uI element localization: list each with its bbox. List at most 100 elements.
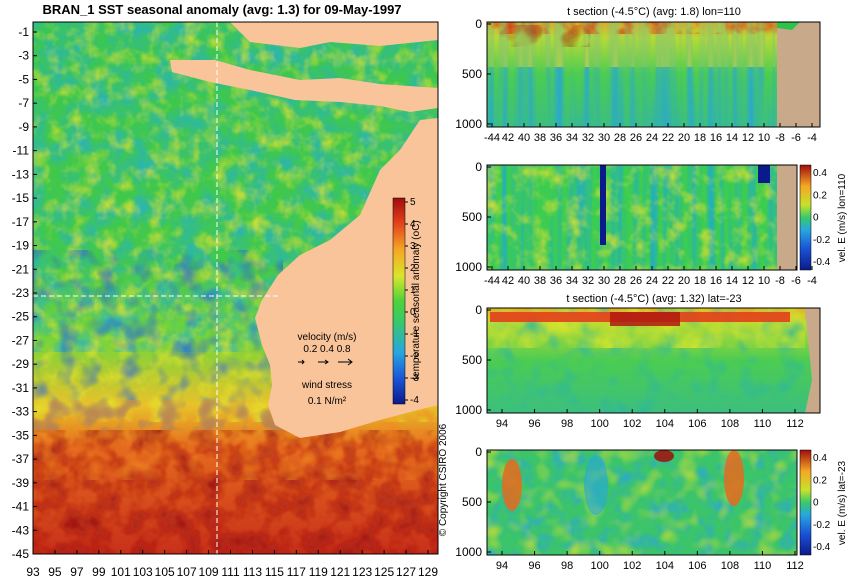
map-xtick-label: 105 — [155, 565, 175, 579]
panel-cbtick-label: 0 — [813, 498, 819, 509]
panel-xtick-label: 12 — [742, 132, 754, 144]
panel-xtick-label: 102 — [623, 560, 641, 572]
panel-xtick-label: 112 — [786, 418, 804, 430]
panel-xtick-label: 98 — [561, 560, 573, 572]
map-xtick-label: 117 — [287, 565, 306, 579]
panel-xtick-label: 108 — [721, 418, 739, 430]
map-xtick-label: 109 — [199, 565, 219, 579]
map-ytick-label: -33 — [12, 405, 30, 419]
map-xtick-label: 103 — [133, 565, 153, 579]
panel-xtick-label: 36 — [550, 275, 562, 287]
panel-xtick-label: 10 — [758, 275, 770, 287]
panel-xtick-label: 14 — [726, 132, 738, 144]
panel-xtick-label: 22 — [662, 275, 674, 287]
map-ytick-label: -5 — [18, 72, 29, 86]
map-colorbar-ticks: 5 4 3 2 1 0 -1 -2 -3 -4 — [405, 197, 419, 406]
panel-xtick-label: 108 — [721, 560, 739, 572]
wind-scale: 0.1 N/m² — [308, 396, 347, 407]
panel-xtick-label: 40 — [518, 275, 530, 287]
tsec1-title: t section (-4.5°C) (avg: 1.8) lon=110 — [567, 6, 741, 18]
map-cbtick-label: 5 — [410, 197, 416, 208]
map-xtick-label: 113 — [243, 565, 262, 579]
map-xtick-label: 93 — [26, 565, 40, 579]
panel-xtick-label: 10 — [758, 132, 770, 144]
velocity-label: velocity (m/s) — [298, 332, 357, 343]
panel-xtick-label: 38 — [534, 275, 546, 287]
panel-ytick-label: 0 — [475, 445, 482, 459]
map-xtick-label: 127 — [396, 565, 416, 579]
map-ytick-label: -39 — [12, 476, 30, 490]
tsec2-plot — [487, 308, 820, 413]
vsec2-colorbar-label: vel. E (m/s) lat=-23 — [837, 460, 848, 545]
panel-ytick-label: 500 — [462, 353, 482, 367]
map-title: BRAN_1 SST seasonal anomaly (avg: 1.3) f… — [42, 2, 401, 17]
panel-xtick-label: 112 — [786, 560, 804, 572]
map-cbtick-label: -3 — [410, 373, 419, 384]
panel-cbtick-label: 0.4 — [813, 168, 827, 179]
panel-xtick-label: -8 — [775, 132, 785, 144]
tsec1-plot — [487, 22, 820, 127]
map-cbtick-label: -1 — [410, 329, 419, 340]
map-land-java — [170, 60, 438, 112]
map-xtick-label: 119 — [309, 565, 328, 579]
panel-xtick-label: 32 — [582, 275, 594, 287]
map-ytick-label: -19 — [12, 239, 30, 253]
map-cbtick-label: -4 — [410, 395, 419, 406]
vsec2-plot — [487, 450, 797, 555]
map-ytick-label: -43 — [12, 523, 30, 537]
map-xtick-label: 97 — [70, 565, 84, 579]
panel-ytick-label: 500 — [462, 67, 482, 81]
map-ytick-label: -7 — [18, 96, 29, 110]
map-cbtick-label: 0 — [410, 307, 416, 318]
map-ytick-label: -13 — [12, 167, 30, 181]
panel-ytick-label: 500 — [462, 495, 482, 509]
map-xtick-label: 95 — [48, 565, 62, 579]
panel-xtick-label: 26 — [630, 275, 642, 287]
vsec1-plot — [487, 165, 797, 270]
map-cbtick-label: 1 — [410, 285, 416, 296]
panel-xtick-label: 96 — [528, 418, 540, 430]
panel-xtick-label: 96 — [528, 560, 540, 572]
panel-cbtick-label: 0.2 — [813, 475, 827, 486]
map-ytick-label: -23 — [12, 286, 30, 300]
panel-xtick-label: 106 — [688, 560, 706, 572]
map-ytick-label: -3 — [18, 49, 29, 63]
panel-xtick-label: 36 — [550, 132, 562, 144]
panel-xtick-label: 30 — [598, 132, 610, 144]
panel-xtick-label: 14 — [726, 275, 738, 287]
map-xtick-label: 99 — [92, 565, 106, 579]
copyright: © Copyright CSIRO 2006 — [438, 423, 449, 536]
panel-xtick-label: 22 — [662, 132, 674, 144]
panel-xtick-label: 34 — [566, 132, 578, 144]
map-cbtick-label: 4 — [410, 219, 416, 230]
panel-ytick-label: 1000 — [455, 260, 482, 274]
map-plot — [33, 22, 438, 554]
panel-xtick-label: 98 — [561, 418, 573, 430]
panel-xtick-label: 34 — [566, 275, 578, 287]
panel-ytick-label: 1000 — [455, 545, 482, 559]
panel-xtick-label: 100 — [590, 418, 608, 430]
map-land-australia — [255, 118, 438, 438]
panel-ytick-label: 0 — [475, 303, 482, 317]
panel-cbtick-label: -0.2 — [813, 520, 831, 531]
map-frame — [32, 21, 439, 555]
map-xtick-label: 101 — [111, 565, 131, 579]
panel-xtick-label: -4 — [807, 275, 817, 287]
panel-xtick-label: 18 — [694, 275, 706, 287]
panel-xtick-label: 104 — [656, 560, 674, 572]
panel-ytick-label: 0 — [475, 160, 482, 174]
map-ytick-label: -31 — [12, 381, 30, 395]
map-ytick-label: -21 — [12, 262, 30, 276]
map-y-axis: -1 -3 -5 -7 -9 -11 -13 -15 -17 -19 -21 -23 -25 -27 -29… — [12, 25, 37, 561]
map-xtick-label: 115 — [265, 565, 284, 579]
panel-xtick-label: -4 — [807, 132, 817, 144]
panel-xtick-label: 16 — [710, 275, 722, 287]
panel-xtick-label: 106 — [688, 418, 706, 430]
panel-cbtick-label: 0.2 — [813, 190, 827, 201]
panel-xtick-label: 16 — [710, 132, 722, 144]
panel-cbtick-label: 0.4 — [813, 453, 827, 464]
map-ytick-label: -1 — [18, 25, 29, 39]
map-ytick-label: -45 — [12, 547, 30, 561]
